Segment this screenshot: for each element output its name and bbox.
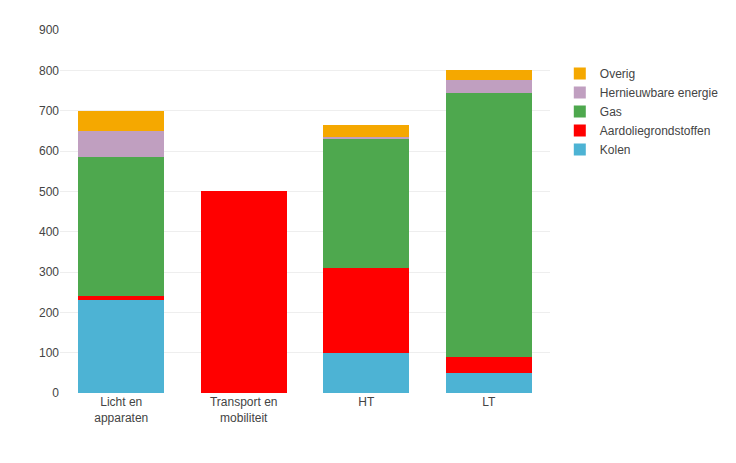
svg-text:Hernieuwbare energie: Hernieuwbare energie (600, 86, 718, 100)
svg-text:300: 300 (39, 265, 59, 279)
svg-text:900: 900 (39, 23, 59, 37)
svg-text:0: 0 (52, 386, 59, 400)
svg-text:400: 400 (39, 225, 59, 239)
svg-text:HT: HT (358, 395, 375, 409)
svg-text:Transport enmobiliteit: Transport enmobiliteit (210, 395, 278, 425)
svg-text:200: 200 (39, 306, 59, 320)
svg-text:500: 500 (39, 185, 59, 199)
svg-text:Aardoliegrondstoffen: Aardoliegrondstoffen (600, 124, 711, 138)
svg-text:Overig: Overig (600, 67, 635, 81)
svg-text:LT: LT (482, 395, 496, 409)
svg-text:700: 700 (39, 104, 59, 118)
svg-text:800: 800 (39, 64, 59, 78)
svg-text:600: 600 (39, 144, 59, 158)
svg-text:100: 100 (39, 346, 59, 360)
svg-text:Licht enapparaten: Licht enapparaten (94, 395, 148, 425)
svg-text:Kolen: Kolen (600, 143, 631, 157)
svg-text:Gas: Gas (600, 105, 622, 119)
